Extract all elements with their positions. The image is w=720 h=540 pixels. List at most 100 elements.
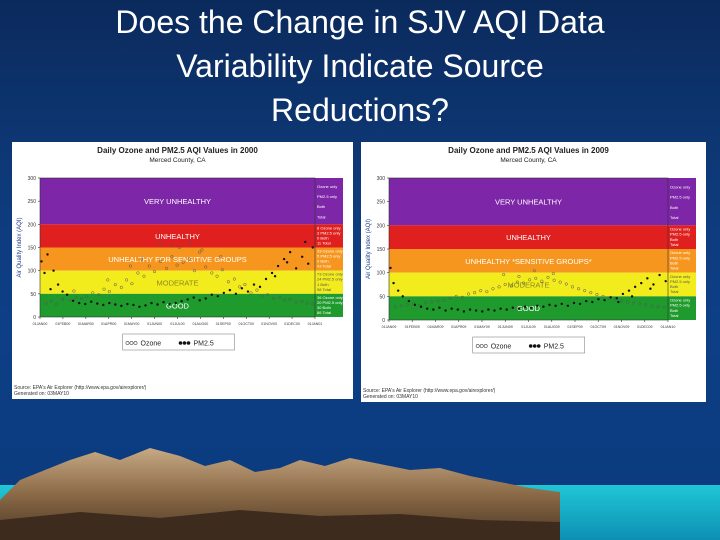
band-count-box-0 (668, 178, 696, 226)
x-tick-label: 01MAR00 (78, 322, 94, 326)
pm25-point (192, 296, 195, 299)
pm25-point (210, 293, 213, 296)
aqi-band-4 (389, 296, 668, 320)
x-tick-label: 01APR00 (101, 322, 116, 326)
x-tick-label: 01JUN09 (498, 325, 513, 329)
slide-title-line-3: Reductions? (271, 92, 449, 128)
ozone-point (662, 305, 666, 309)
chart-panel-2009: Daily Ozone and PM2.5 AQI Values in 2009… (361, 142, 706, 402)
band-count-box-1 (315, 224, 343, 248)
pm25-point (49, 288, 52, 291)
x-tick-label: 01JAN09 (382, 325, 397, 329)
x-tick-label: 01MAR09 (428, 325, 444, 329)
x-tick-label: 01FEB09 (405, 325, 420, 329)
pm25-point (84, 302, 87, 306)
aqi-band-4 (40, 293, 315, 317)
pm25-point (120, 304, 123, 308)
ozone-point (107, 289, 111, 294)
ozone-point (430, 300, 434, 304)
ozone-point (130, 282, 134, 286)
band-count-line: 20 PM2.5 only (317, 300, 343, 305)
ozone-point (638, 302, 642, 306)
ozone-point (583, 289, 587, 293)
x-tick-label: 01OCT00 (238, 322, 254, 326)
band-count-line: 0 Both (317, 235, 329, 240)
pm25-point (300, 255, 304, 258)
y-axis-label: Air Quality Index (AQI) (366, 219, 372, 279)
pm25-point (77, 301, 81, 305)
pm25-point (542, 305, 545, 308)
ozone-point (158, 242, 163, 246)
band-label: GOOD (517, 304, 541, 313)
ozone-point (79, 296, 83, 301)
legend-pm25-marker (532, 344, 537, 348)
aqi-band-0 (389, 178, 668, 226)
band-count-line: Total (670, 215, 679, 220)
pm25-point (426, 307, 429, 310)
pm25-point (609, 296, 612, 299)
pm25-point (630, 295, 634, 298)
pm25-point (603, 298, 606, 302)
band-label: VERY UNHEALTHY (144, 197, 211, 206)
pm25-point (597, 297, 600, 301)
aqi-chart-2009: Daily Ozone and PM2.5 AQI Values in 2009… (363, 146, 696, 400)
ozone-point (528, 278, 532, 282)
ozone-point (220, 268, 224, 272)
legend-ozone-marker (125, 341, 130, 345)
band-count-line: 30 Both (317, 305, 331, 310)
legend-ozone-marker (133, 341, 138, 345)
pm25-point (462, 310, 466, 313)
y-axis-label: Air Quality Index (AQI) (17, 217, 23, 277)
band-count-line: PM2.5 only (317, 194, 337, 199)
band-label: UNHEALTHY FOR SENSITIVE GROUPS (108, 255, 247, 264)
y-tick-label: 150 (377, 247, 386, 253)
ozone-point (119, 285, 123, 289)
pm25-point (529, 306, 533, 309)
legend-pm25-marker (182, 341, 187, 345)
aqi-band-2 (40, 247, 315, 271)
ozone-point (61, 297, 65, 301)
pm25-point (294, 267, 298, 270)
pm25-point (258, 285, 262, 289)
pm25-point (71, 299, 75, 302)
ozone-point (625, 300, 630, 304)
pm25-point (270, 271, 274, 275)
x-tick-label: 01NOV09 (614, 325, 630, 329)
chart-title: Daily Ozone and PM2.5 AQI Values in 2000 (97, 146, 258, 155)
y-tick-label: 200 (377, 223, 386, 229)
pm25-point (560, 302, 563, 306)
ozone-point (521, 281, 526, 285)
legend-box (472, 336, 585, 354)
ozone-point (265, 293, 270, 297)
band-count-line: PM2.5 only (670, 255, 690, 260)
pm25-point (285, 261, 289, 264)
pm25-point (413, 303, 417, 307)
band-label: UNHEALTHY (506, 233, 551, 242)
ozone-point (192, 269, 197, 273)
band-count-line: PM2.5 only (670, 232, 690, 237)
ozone-point (656, 305, 660, 309)
band-count-box-0 (315, 178, 343, 225)
x-tick-label: 01SEP09 (567, 325, 582, 329)
ozone-point (175, 263, 179, 267)
legend-label-pm25: PM2.5 (194, 341, 214, 348)
ozone-point (260, 294, 264, 298)
source-line: Source: EPA's Air Explorer (http://www.e… (14, 385, 147, 391)
ozone-point (165, 266, 169, 270)
ozone-point (485, 290, 489, 294)
pm25-point (43, 271, 46, 275)
ozone-point (552, 278, 556, 282)
pm25-point (222, 291, 226, 295)
y-tick-label: 100 (28, 269, 37, 275)
x-tick-label: 01JUN00 (147, 322, 162, 326)
band-label: MODERATE (157, 278, 199, 287)
ozone-point (546, 275, 550, 279)
pm25-point (186, 298, 189, 301)
ozone-point (632, 301, 636, 305)
aqi-band-1 (389, 225, 668, 249)
pm25-point (282, 257, 286, 261)
pm25-point (499, 307, 502, 310)
ozone-point (136, 271, 140, 275)
pm25-point (615, 297, 618, 300)
ozone-point (72, 289, 76, 293)
